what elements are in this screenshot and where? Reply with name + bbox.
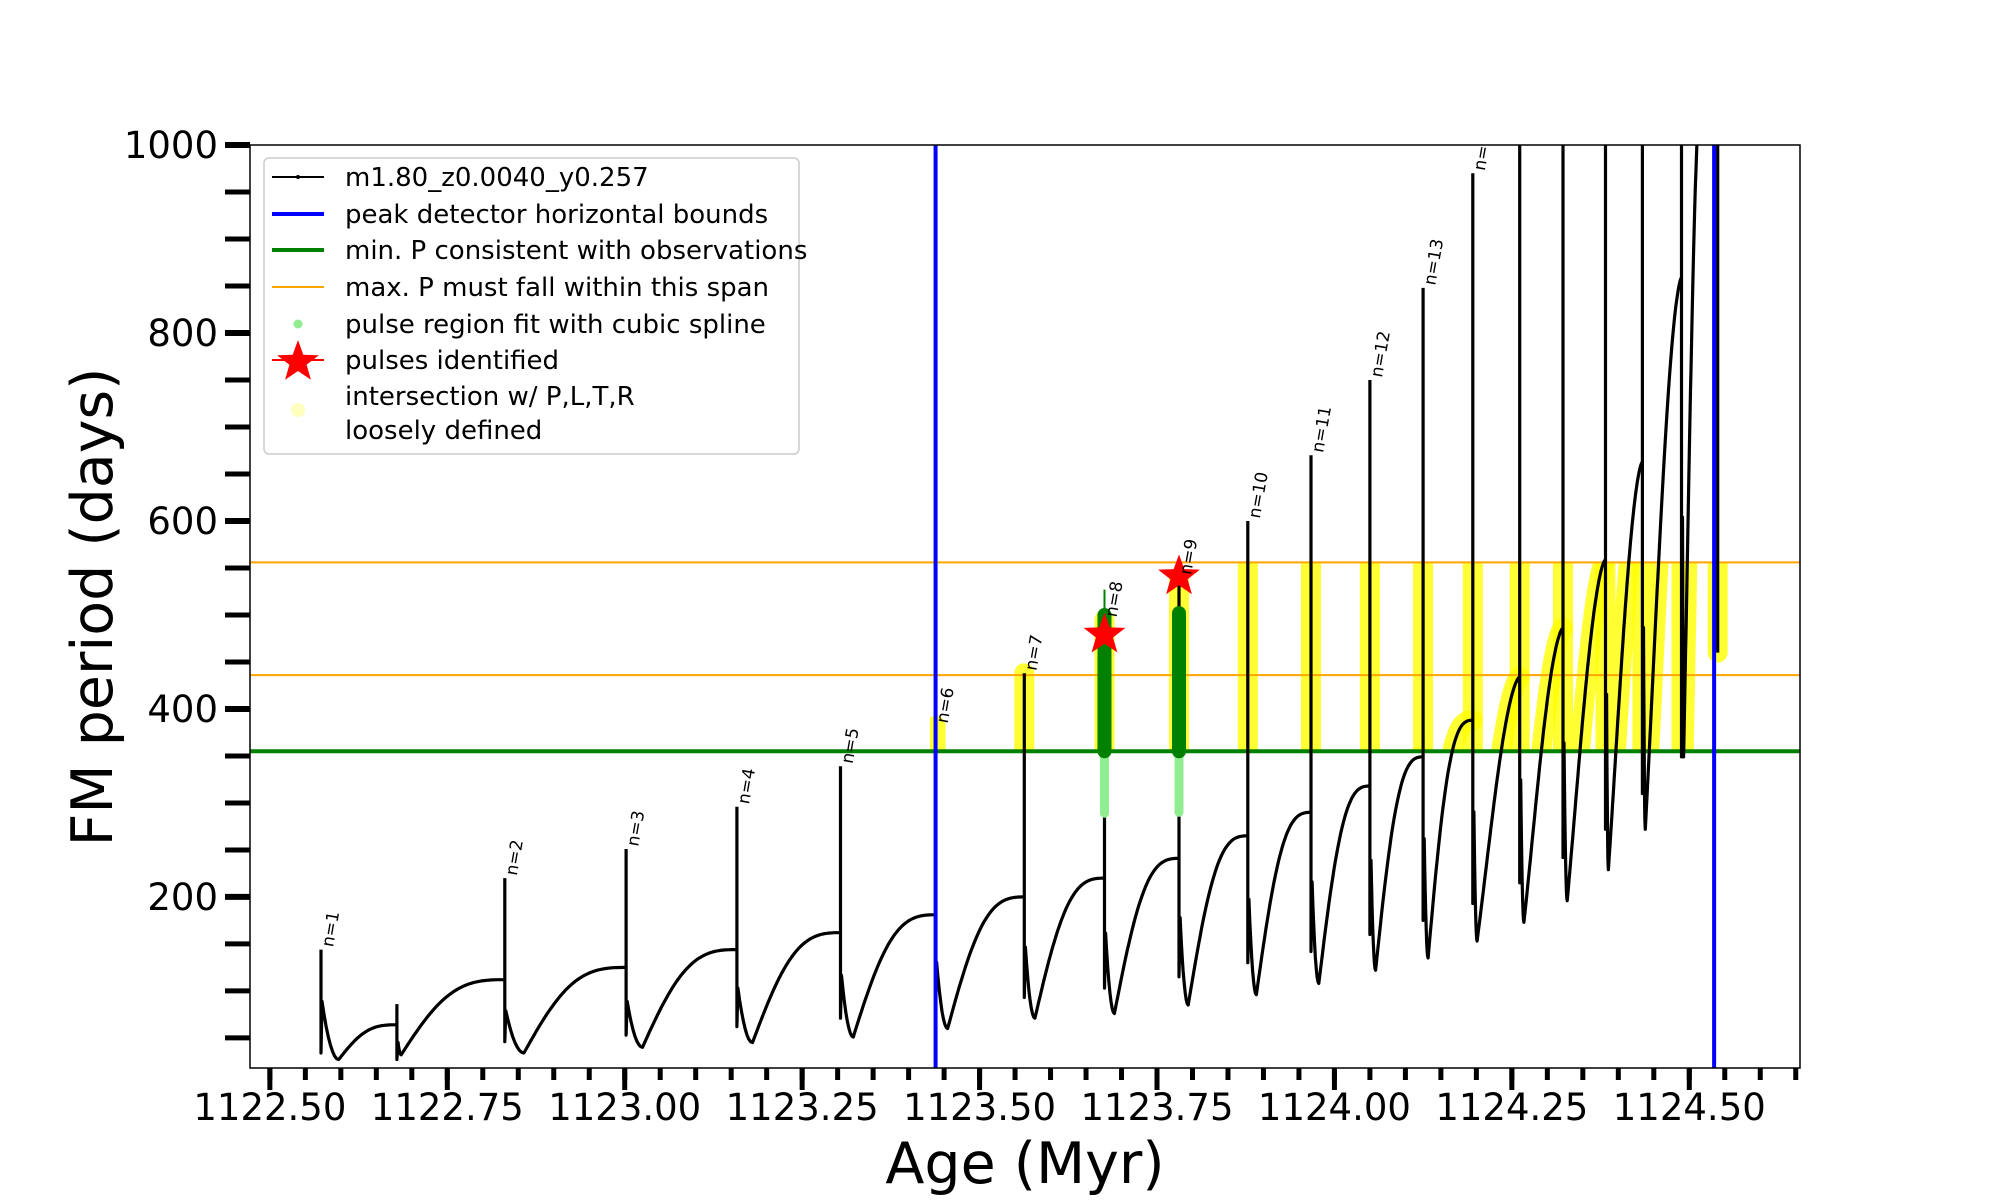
legend-label: peak detector horizontal bounds <box>345 200 768 230</box>
x-axis-label: Age (Myr) <box>885 1131 1164 1197</box>
legend-entry-track: m1.80_z0.0040_y0.257 <box>272 163 649 193</box>
y-tick-label: 200 <box>147 876 218 919</box>
legend-label: pulses identified <box>345 346 559 376</box>
track-line-segment <box>624 849 737 1049</box>
legend-entry-bounds: peak detector horizontal bounds <box>272 200 768 230</box>
legend-entry-maxp: max. P must fall within this span <box>272 273 769 303</box>
track-line-segment <box>1518 145 1565 924</box>
track-line-segment <box>1246 521 1312 997</box>
x-tick-label: 1123.50 <box>903 1086 1056 1129</box>
legend-box <box>263 157 800 455</box>
track-line-segment <box>503 878 627 1055</box>
x-tick-label: 1122.50 <box>193 1086 346 1129</box>
legend-track-marker <box>296 175 300 179</box>
legend-label: min. P consistent with observations <box>345 236 807 266</box>
pulse-identified-star <box>1158 554 1200 595</box>
y-tick-label: 1000 <box>124 124 218 167</box>
track-line-segment <box>1640 145 1683 831</box>
track-line-segment <box>1679 145 1699 759</box>
track-line-segment <box>1561 145 1607 903</box>
x-tick-label: 1123.25 <box>726 1086 879 1129</box>
track-line-segment <box>395 978 505 1062</box>
track-line-segment <box>1603 145 1644 872</box>
track-line-segment <box>1421 287 1474 960</box>
plot-frame <box>249 144 1801 1069</box>
legend-spline-swatch <box>293 319 303 329</box>
track-line-segment <box>319 949 398 1062</box>
legend-entry-spline: pulse region fit with cubic spline <box>293 310 766 340</box>
axes: 1122.50 1122.75 1123.00 1123.25 1123.50 1123.… <box>124 124 1799 1129</box>
legend-label: m1.80_z0.0040_y0.257 <box>345 163 649 193</box>
y-tick-label: 600 <box>147 500 218 543</box>
y-axis-label: FM period (days) <box>60 368 126 847</box>
legend-label: max. P must fall within this span <box>345 273 769 303</box>
track-line-segment <box>1368 380 1424 972</box>
track-line-segment <box>838 766 936 1039</box>
x-tick-label: 1123.75 <box>1080 1086 1233 1129</box>
legend-intersection-swatch <box>291 403 305 417</box>
y-tick-label: 800 <box>147 312 218 355</box>
track-line-segment <box>1309 455 1371 985</box>
track-line-segment <box>735 806 841 1045</box>
legend-star-icon <box>277 340 319 380</box>
track-line-segment <box>1102 619 1179 1016</box>
x-tick-label: 1124.25 <box>1435 1086 1588 1129</box>
track-line-segment <box>1022 673 1105 1020</box>
legend-label: pulse region fit with cubic spline <box>345 310 766 340</box>
x-tick-label: 1122.75 <box>371 1086 524 1129</box>
legend-label: loosely defined <box>345 416 542 446</box>
legend-entry-intersect: intersection w/ P,L,T,R loosely defined <box>291 382 635 446</box>
legend-entry-minp: min. P consistent with observations <box>272 236 807 266</box>
plot-area: n=1n=2n=3n=4n=5n=6n=7n=8n=9n=10n=11n=12n… <box>250 145 1800 1068</box>
x-tick-label: 1124.50 <box>1613 1086 1766 1129</box>
legend-entry-stars: pulses identified <box>272 340 559 380</box>
pulse-identified-star <box>1083 612 1126 653</box>
track-line-segment <box>934 725 1025 1031</box>
track-line-segment <box>1177 577 1248 1007</box>
x-tick-label: 1123.00 <box>548 1086 701 1129</box>
track-line-segment <box>1471 173 1521 943</box>
legend-label: intersection w/ P,L,T,R <box>345 382 635 412</box>
x-tick-label: 1124.00 <box>1258 1086 1411 1129</box>
y-tick-label: 400 <box>147 688 218 731</box>
